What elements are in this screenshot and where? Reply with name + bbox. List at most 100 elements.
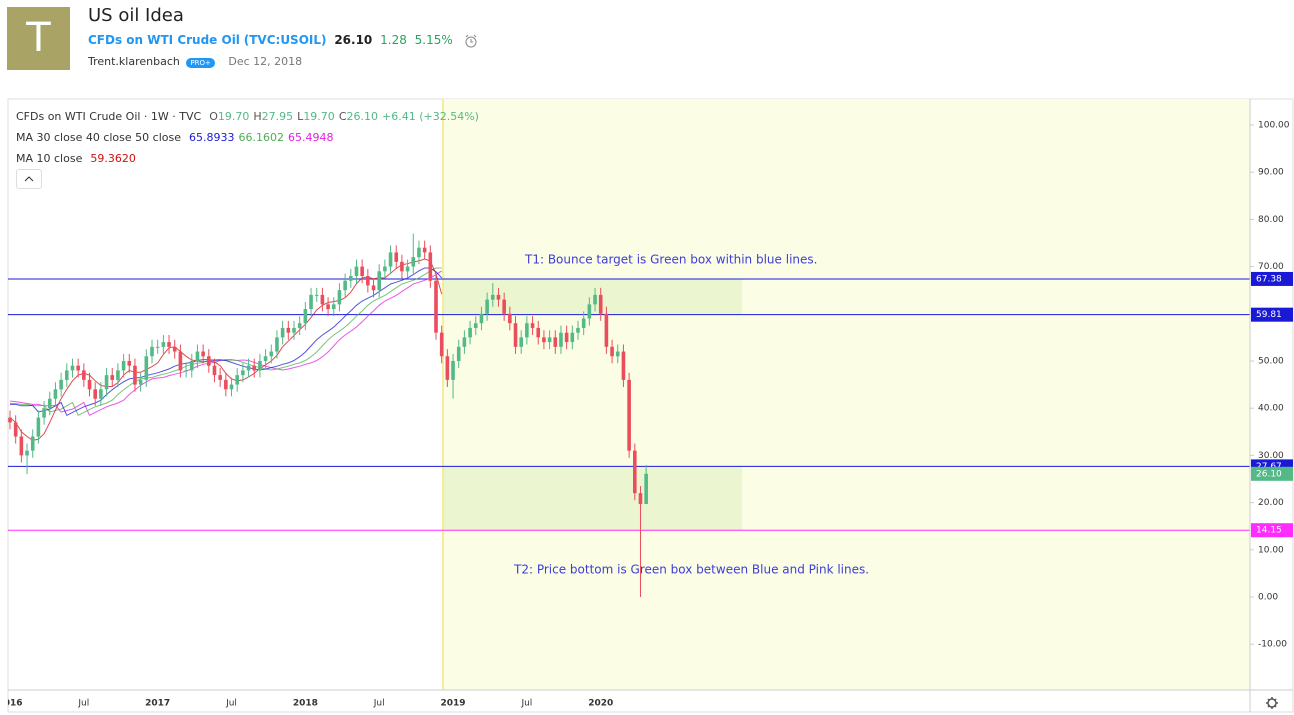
- candle-body: [280, 327, 285, 338]
- candle-body: [144, 356, 149, 380]
- ma-line: [9, 270, 442, 416]
- candle-body: [473, 323, 478, 328]
- date: Dec 12, 2018: [228, 55, 303, 68]
- candle-body: [19, 436, 24, 456]
- candle-body: [593, 294, 597, 305]
- candle-body: [252, 365, 257, 371]
- candle-body: [76, 365, 80, 371]
- x-tick-label: 2019: [441, 699, 466, 709]
- candle-body: [377, 271, 381, 291]
- candle-body: [439, 332, 444, 357]
- candle-body: [292, 327, 296, 333]
- ticker-link[interactable]: (TVC:USOIL): [243, 33, 327, 47]
- x-tick-label: 2018: [293, 699, 318, 709]
- candle-body: [99, 389, 103, 399]
- candle-body: [286, 327, 291, 333]
- candle-body: [326, 304, 330, 310]
- candle-body: [417, 247, 421, 258]
- candle-body: [422, 247, 427, 253]
- candle-body: [587, 304, 592, 319]
- candle-body: [224, 379, 228, 390]
- candle-body: [371, 285, 376, 291]
- candle-body: [8, 417, 12, 423]
- legend-row: MA 10 close 59.3620: [16, 148, 483, 169]
- legend: CFDs on WTI Crude Oil · 1W · TVC O19.70 H 2…: [16, 106, 483, 169]
- candle-body: [564, 332, 569, 343]
- candle-body: [405, 266, 410, 272]
- ohlc-key: C: [338, 110, 347, 123]
- candle-body: [121, 360, 126, 371]
- x-tick-label: Jul: [77, 699, 89, 709]
- highlight-region: [443, 99, 1250, 690]
- candle-body: [542, 337, 546, 343]
- symbol-link[interactable]: CFDs on WTI Crude Oil: [88, 33, 240, 47]
- legend-title: CFDs on WTI Crude Oil · 1W · TVC: [16, 110, 202, 123]
- candle-body: [303, 309, 308, 324]
- candle-body: [576, 327, 580, 333]
- ohlc-key: H: [253, 110, 262, 123]
- candle-body: [354, 266, 359, 277]
- candle-body: [201, 351, 205, 357]
- candle-body: [127, 360, 132, 366]
- candle-body: [36, 417, 41, 437]
- candle-body: [53, 389, 58, 399]
- candle-body: [383, 266, 387, 272]
- candle-body: [297, 323, 302, 328]
- x-tick-label: Jul: [225, 699, 237, 709]
- legend-row: CFDs on WTI Crude Oil · 1W · TVC O19.70 H 2…: [16, 106, 483, 127]
- y-tick-label: 80.00: [1258, 215, 1284, 225]
- candle-body: [456, 346, 461, 361]
- candle-body: [604, 313, 609, 347]
- candle-body: [434, 280, 438, 333]
- candle-body: [638, 493, 643, 505]
- author[interactable]: Trent.klarenbach: [88, 55, 180, 68]
- y-tick-label: 30.00: [1258, 451, 1284, 461]
- price-tag-label: 26.10: [1256, 469, 1282, 479]
- ohlc-change: +6.41 (+32.54%): [382, 110, 479, 123]
- candle-body: [258, 360, 262, 371]
- candle-body: [263, 356, 268, 361]
- candle-body: [82, 370, 86, 380]
- annotation: T1: Bounce target is Green box within bl…: [524, 253, 817, 267]
- candle-body: [218, 375, 222, 380]
- candle-body: [388, 252, 393, 267]
- ohlc-value: 19.70: [217, 110, 250, 123]
- candle-body: [207, 356, 211, 366]
- y-tick-label: -10.00: [1258, 640, 1287, 650]
- candle-body: [530, 323, 535, 328]
- candle-body: [536, 327, 541, 338]
- alarm-icon[interactable]: [463, 34, 479, 48]
- candle-body: [496, 294, 501, 300]
- candle-body: [400, 261, 404, 272]
- candle-body: [394, 252, 399, 262]
- y-tick-label: 10.00: [1258, 545, 1284, 555]
- candle-body: [570, 332, 575, 343]
- candle-body: [621, 351, 626, 380]
- candle-body: [25, 450, 29, 456]
- candle-body: [189, 360, 194, 371]
- candle-body: [615, 351, 620, 357]
- candle-body: [195, 351, 200, 361]
- candle-body: [320, 294, 325, 305]
- candle-body: [275, 337, 279, 352]
- x-tick-label: 2017: [145, 699, 170, 709]
- ohlc-key: O: [209, 110, 218, 123]
- candle-body: [411, 257, 416, 267]
- candle-body: [155, 346, 160, 348]
- candle-body: [553, 337, 558, 347]
- settings-icon[interactable]: [1266, 697, 1278, 709]
- target-box: [443, 466, 742, 531]
- candle-body: [547, 337, 552, 343]
- candle-body: [513, 323, 518, 347]
- candle-body: [349, 276, 353, 281]
- candle-body: [314, 294, 319, 296]
- candle-body: [235, 375, 239, 385]
- avatar[interactable]: T: [7, 7, 70, 70]
- ma-value: 66.1602: [238, 131, 284, 144]
- ohlc-value: 26.10: [346, 110, 379, 123]
- change-pct: 5.15%: [414, 33, 453, 47]
- candle-body: [178, 351, 183, 371]
- collapse-button[interactable]: [16, 169, 42, 189]
- y-tick-label: 50.00: [1258, 356, 1284, 366]
- level-tag: [1251, 307, 1293, 322]
